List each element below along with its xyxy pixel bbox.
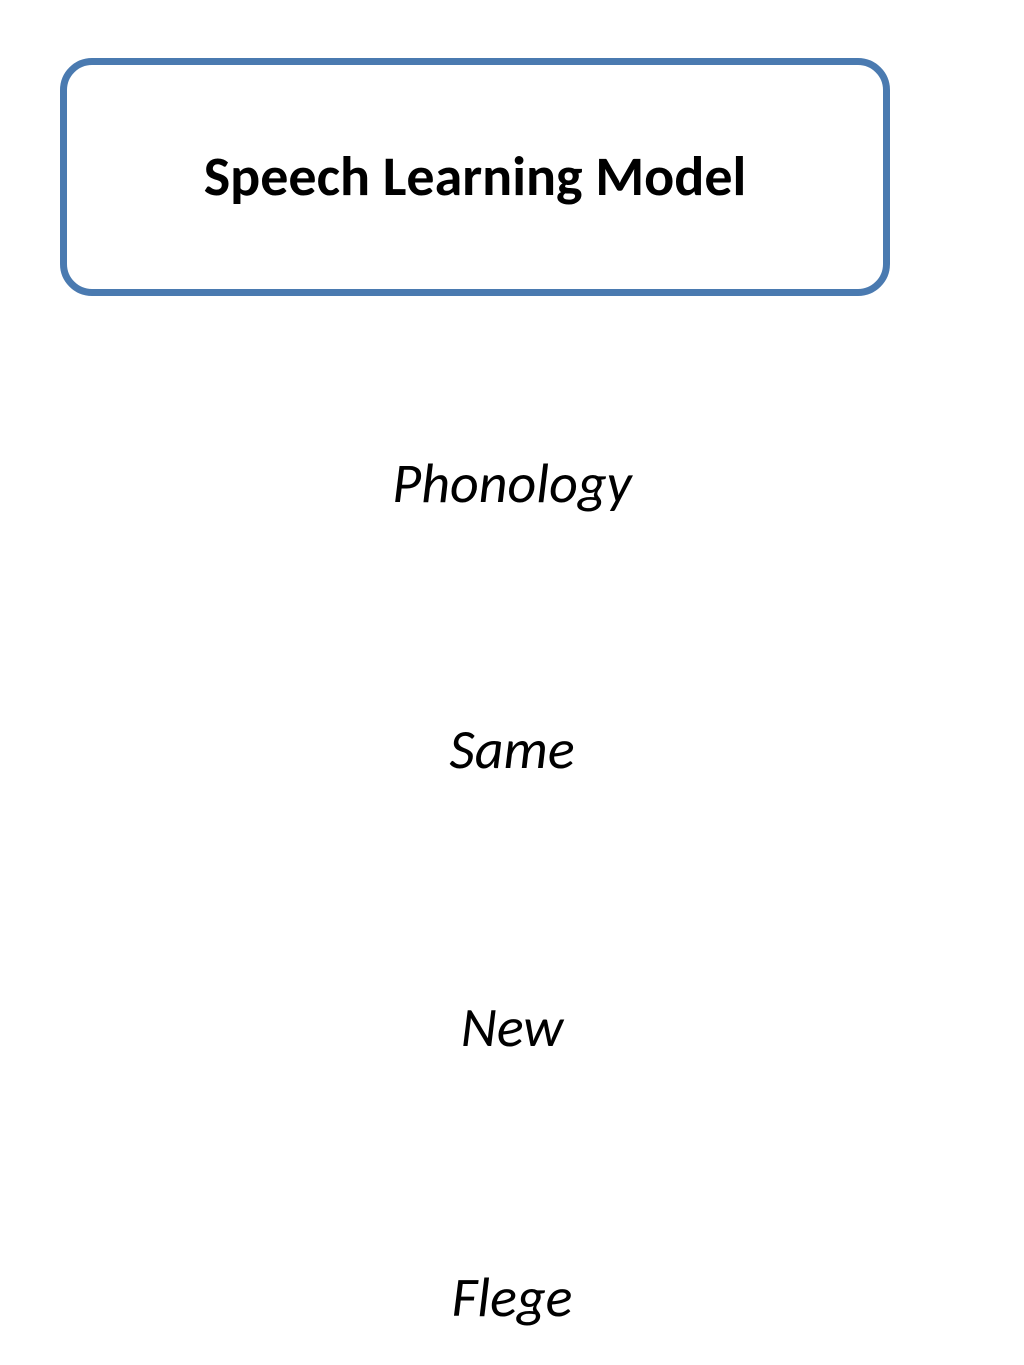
diagram-title: Speech Learning Model — [204, 143, 747, 211]
term-phonology: Phonology — [0, 450, 1024, 518]
term-new: New — [0, 994, 1024, 1062]
term-flege: Flege — [0, 1264, 1024, 1332]
title-box: Speech Learning Model — [60, 58, 890, 296]
term-same: Same — [0, 716, 1024, 784]
